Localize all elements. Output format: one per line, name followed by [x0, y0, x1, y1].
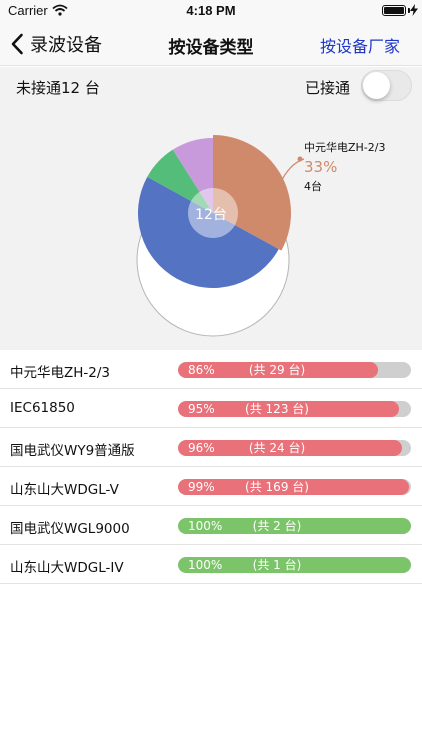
connection-progress-bar: 96% (共 24 台): [178, 440, 411, 456]
connection-progress-fill: [178, 518, 411, 534]
device-total-count: (共 2 台): [252, 519, 302, 533]
back-button[interactable]: 录波设备: [10, 30, 102, 58]
charging-bolt-icon: [410, 4, 418, 16]
device-total-count: (共 169 台): [245, 480, 309, 494]
pie-slice: [172, 138, 213, 213]
connection-progress-bar: 100% (共 1 台): [178, 557, 411, 573]
connection-progress-fill: [178, 557, 411, 573]
device-name: 山东山大WDGL-V: [10, 482, 119, 498]
connected-toggle-label: 已接通: [304, 79, 350, 97]
device-type-list: 中元华电ZH-2/3 86% (共 29 台) IEC61850 95% (共 123 台…: [0, 350, 422, 584]
pie-center-label: 12台: [195, 207, 227, 223]
pie-slices: [138, 135, 292, 288]
unconnected-count-label: 未接通12 台: [16, 79, 100, 97]
device-total-count: (共 24 台): [248, 441, 306, 455]
device-name: IEC61850: [10, 400, 75, 416]
connection-percent: 99%: [188, 480, 215, 494]
device-name: 山东山大WDGL-IV: [10, 560, 124, 576]
connection-progress-fill: [178, 479, 409, 495]
device-row[interactable]: 国电武仪WY9普通版 96% (共 24 台): [0, 428, 422, 467]
pie-callout-percent: 33%: [304, 158, 337, 176]
connection-percent: 86%: [188, 363, 215, 377]
navigation-bar: 录波设备 按设备类型 按设备厂家: [0, 22, 422, 66]
device-row[interactable]: 国电武仪WGL9000 100% (共 2 台): [0, 506, 422, 545]
pie-callout-count: 4台: [304, 179, 322, 193]
connection-progress-fill: [178, 440, 402, 456]
chevron-left-icon: [11, 33, 23, 55]
connection-percent: 96%: [188, 441, 215, 455]
pie-slice: [138, 176, 279, 288]
pie-slice: [147, 149, 213, 213]
status-bar: Carrier 4:18 PM: [0, 0, 422, 22]
device-type-pie-chart: 12台 中元华电ZH-2/3 33% 4台: [136, 135, 385, 337]
connection-progress-bar: 100% (共 2 台): [178, 518, 411, 534]
pie-center-hole: [188, 188, 238, 238]
battery-tip: [408, 8, 410, 13]
by-manufacturer-button[interactable]: 按设备厂家: [319, 37, 400, 56]
device-row[interactable]: 山东山大WDGL-IV 100% (共 1 台): [0, 545, 422, 584]
connection-progress-bar: 99% (共 169 台): [178, 479, 411, 495]
connected-toggle[interactable]: [361, 70, 412, 101]
pie-callout-name: 中元华电ZH-2/3: [304, 140, 385, 154]
back-button-label: 录波设备: [30, 35, 102, 56]
connection-progress-fill: [178, 401, 400, 417]
connection-percent: 100%: [188, 558, 223, 572]
device-row[interactable]: 山东山大WDGL-V 99% (共 169 台): [0, 467, 422, 506]
device-total-count: (共 123 台): [245, 402, 309, 416]
device-name: 中元华电ZH-2/3: [10, 365, 110, 381]
pie-slice: [213, 135, 292, 251]
connection-progress-fill: [178, 362, 379, 378]
device-total-count: (共 1 台): [252, 558, 302, 572]
connection-progress-bar: 86% (共 29 台): [178, 362, 411, 378]
device-total-count: (共 29 台): [248, 363, 306, 377]
connection-progress-bar: 95% (共 123 台): [178, 401, 411, 417]
carrier-label: Carrier: [8, 3, 48, 18]
toggle-knob: [363, 72, 390, 99]
wifi-icon: [52, 4, 68, 16]
connection-percent: 95%: [188, 402, 215, 416]
device-name: 国电武仪WGL9000: [10, 521, 130, 537]
summary-panel: 12台 中元华电ZH-2/3 33% 4台 未接通12 台 已接通: [0, 67, 422, 350]
device-name: 国电武仪WY9普通版: [10, 443, 135, 459]
battery-icon: [382, 5, 406, 16]
clock: 4:18 PM: [186, 3, 236, 18]
pie-callout-dot: [297, 156, 303, 162]
connection-percent: 100%: [188, 519, 223, 533]
device-row[interactable]: 中元华电ZH-2/3 86% (共 29 台): [0, 350, 422, 389]
device-row[interactable]: IEC61850 95% (共 123 台): [0, 389, 422, 428]
